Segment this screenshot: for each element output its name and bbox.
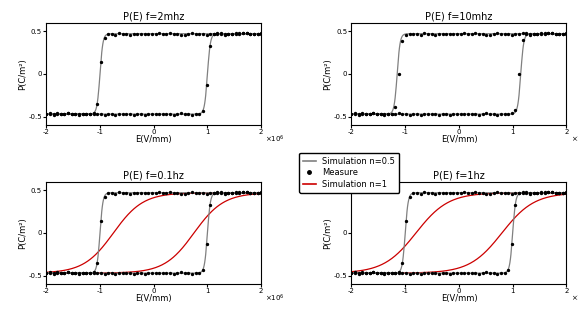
X-axis label: E(V/mm): E(V/mm) — [440, 135, 477, 144]
Legend: Simulation n=0.5, Measure, Simulation n=1: Simulation n=0.5, Measure, Simulation n=… — [299, 153, 399, 193]
Text: $\times 10^6$: $\times 10^6$ — [265, 292, 285, 304]
Y-axis label: P(C/m²): P(C/m²) — [18, 58, 27, 90]
Text: $\times 10^6$: $\times 10^6$ — [570, 133, 578, 145]
Y-axis label: P(C/m²): P(C/m²) — [18, 217, 27, 249]
Title: P(E) f=0.1hz: P(E) f=0.1hz — [123, 171, 184, 181]
Title: P(E) f=1hz: P(E) f=1hz — [433, 171, 485, 181]
Title: P(E) f=10mhz: P(E) f=10mhz — [425, 12, 492, 22]
Text: $\times 10^6$: $\times 10^6$ — [265, 133, 285, 145]
Y-axis label: P(C/m²): P(C/m²) — [323, 217, 332, 249]
Text: $\times 10^6$: $\times 10^6$ — [570, 292, 578, 304]
X-axis label: E(V/mm): E(V/mm) — [135, 294, 172, 303]
X-axis label: E(V/mm): E(V/mm) — [440, 294, 477, 303]
X-axis label: E(V/mm): E(V/mm) — [135, 135, 172, 144]
Y-axis label: P(C/m²): P(C/m²) — [323, 58, 332, 90]
Title: P(E) f=2mhz: P(E) f=2mhz — [123, 12, 184, 22]
